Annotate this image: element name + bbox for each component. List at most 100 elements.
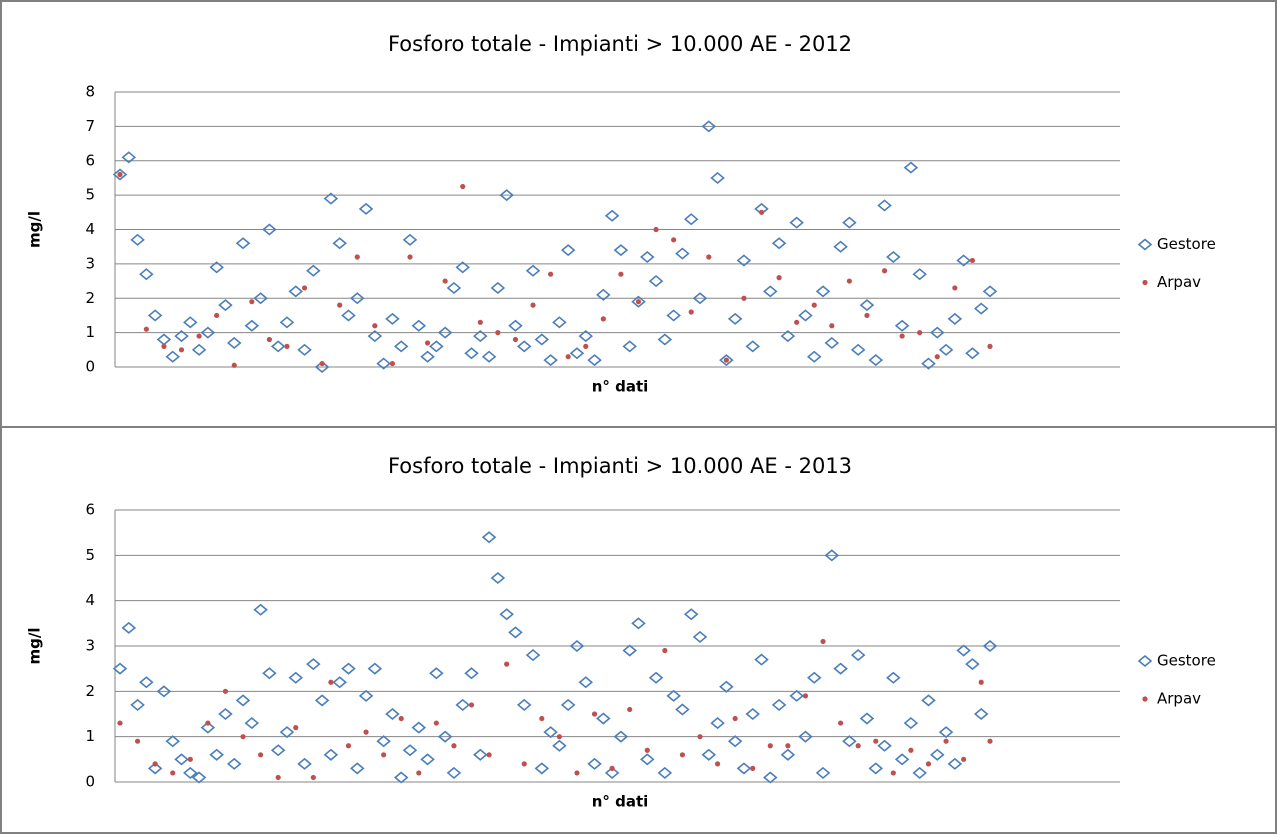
gestore-point [824,336,840,349]
arpav-point [424,340,431,346]
gestore-point [763,771,778,784]
gestore-point [921,694,936,707]
gestore-point [253,292,268,305]
gestore-point [385,707,400,721]
arpav-point [407,254,413,260]
gestore-point [771,237,787,250]
gestore-point [631,295,646,308]
y-axis-label: mg/l [26,211,44,248]
arpav-point [196,333,202,339]
gestore-point [226,757,242,770]
arpav-point [178,347,185,353]
arpav-point [591,711,598,717]
legend-label: Gestore [1157,652,1216,670]
gestore-point [683,213,699,226]
gestore-point [930,748,945,761]
gestore-point [552,739,567,752]
gestore-point [596,712,611,725]
gestore-point [393,340,409,353]
arpav-point [310,774,316,781]
gestore-point [306,658,321,671]
gestore-point [798,309,813,322]
gestore-point [490,571,506,585]
gestore-point [701,120,717,133]
gestore-point [437,326,453,339]
gestore-point [332,237,347,250]
gestore-point [587,757,602,770]
y-tick-label: 7 [85,117,95,135]
gestore-point [965,658,980,671]
gestore-point [481,350,497,363]
gestore-point [596,288,611,301]
gestore-point [587,354,602,367]
gestore-point [604,209,620,222]
gestore-point [297,343,312,356]
gestore-point [833,240,848,253]
gestore-point [525,649,541,662]
arpav-point [899,333,905,339]
arpav-point [205,720,211,726]
gestore-point [183,766,198,779]
arpav-point [864,312,870,319]
y-tick-label: 5 [85,546,95,564]
gestore-point [894,319,910,332]
gestore-point [815,285,831,298]
arpav-point [987,738,993,744]
arpav-point [170,770,176,776]
arpav-point [697,734,703,740]
gestore-point [842,735,857,748]
gestore-point [736,254,752,267]
chart-title: Fosforo totale - Impianti > 10.000 AE - … [388,32,852,56]
gestore-point [850,343,866,356]
gestore-point [780,330,796,343]
arpav-point [187,756,193,762]
gestore-point [578,330,594,343]
arpav-point [222,688,229,694]
gestore-point [666,309,681,322]
gestore-point [402,744,418,757]
arpav-point [363,729,369,735]
gestore-point [903,161,919,174]
arpav-point [662,647,668,654]
arpav-point [671,237,677,243]
gestore-point [613,730,629,743]
arpav-point [161,343,167,349]
gestore-point [622,644,637,657]
arpav-point [565,354,571,360]
arpav-point [706,254,712,260]
gestore-point [367,330,383,343]
y-tick-label: 5 [85,186,95,204]
gestore-point [121,151,137,164]
arpav-point [855,743,861,749]
gestore-point [534,333,550,346]
y-tick-label: 8 [85,83,95,101]
gestore-point [692,630,708,643]
gestore-point [886,250,901,264]
arpav-point [1142,279,1148,286]
arpav-point [389,360,396,367]
gestore-point [894,753,910,766]
gestore-point [165,350,180,363]
gestore-point [859,712,875,725]
y-tick-label: 0 [85,773,95,791]
arpav-point [627,706,633,713]
gestore-point [798,730,813,743]
gestore-point [604,766,620,779]
gestore-point [244,319,260,332]
arpav-point [275,774,281,781]
gestore-point [912,268,927,281]
gestore-point [350,292,365,305]
gestore-point [648,275,664,288]
x-axis-label: n° dati [592,793,649,811]
arpav-point [714,761,721,767]
gestore-point [200,721,216,734]
gestore-point [965,347,980,360]
gestore-point [613,244,629,257]
gestore-point [218,707,233,721]
gestore-point [323,748,339,761]
arpav-point [504,661,510,667]
gestore-point [279,316,295,329]
gestore-point [314,694,330,707]
arpav-point [249,299,255,305]
gestore-point [833,662,848,675]
